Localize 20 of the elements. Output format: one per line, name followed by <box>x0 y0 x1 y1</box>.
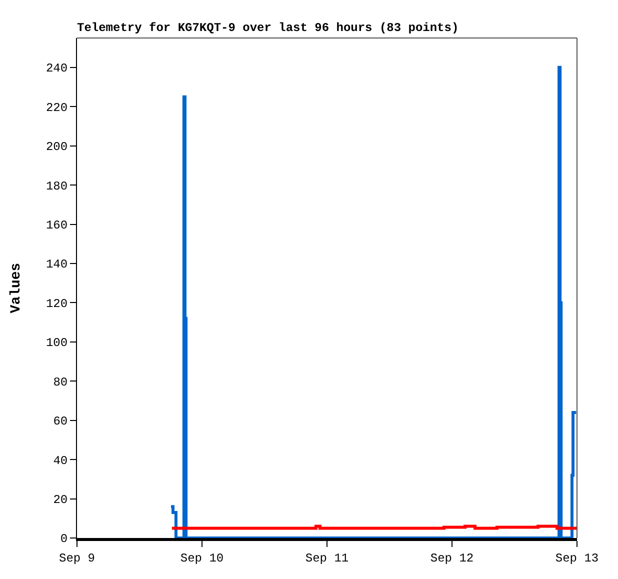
x-tick-label: Sep 9 <box>58 551 96 566</box>
y-tick-label: 100 <box>46 336 68 350</box>
chart-title: Telemetry for KG7KQT-9 over last 96 hours (83 points) <box>77 21 459 35</box>
y-axis-title: Values <box>8 262 25 314</box>
x-tick-label: Sep 10 <box>180 551 224 566</box>
y-tick-label: 140 <box>46 258 68 272</box>
y-tick-label: 120 <box>46 296 68 311</box>
y-tick-label: 200 <box>46 140 68 154</box>
y-tick-label: 60 <box>53 414 68 429</box>
y-tick-label: 80 <box>53 375 68 390</box>
y-tick-label: 160 <box>46 218 68 232</box>
y-tick-label: 40 <box>53 454 68 468</box>
y-tick-label: 180 <box>46 179 68 194</box>
y-tick-label: 20 <box>53 492 68 507</box>
y-tick-label: 220 <box>46 100 68 115</box>
x-tick-label: Sep 12 <box>430 551 474 566</box>
y-tick-label: 0 <box>60 532 68 546</box>
x-tick-label: Sep 11 <box>305 551 349 566</box>
x-tick-label: Sep 13 <box>555 551 599 566</box>
y-tick-label: 240 <box>46 62 68 76</box>
